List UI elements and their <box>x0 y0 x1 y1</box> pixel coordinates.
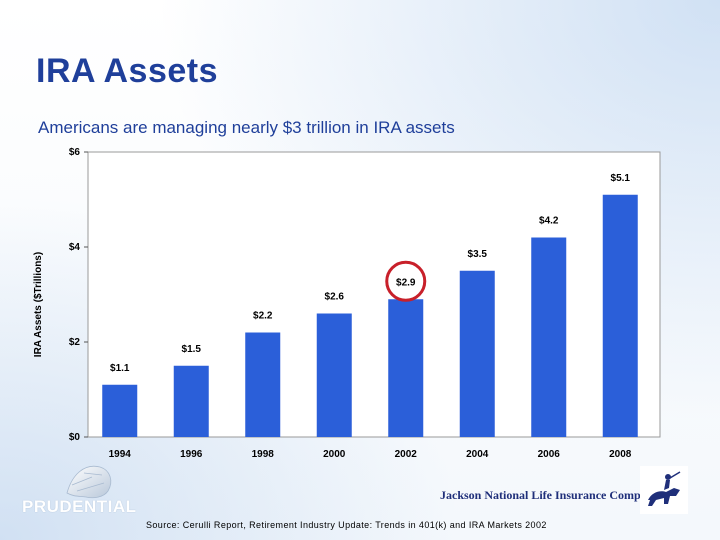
y-axis-label: IRA Assets ($Trillions) <box>33 252 44 357</box>
x-tick-label-1994: 1994 <box>109 449 132 460</box>
bar-2008 <box>602 194 638 437</box>
bar-1998 <box>245 332 281 437</box>
x-tick-label-2008: 2008 <box>609 449 632 460</box>
bar-2000 <box>316 313 352 437</box>
x-tick-label-2004: 2004 <box>466 449 489 460</box>
jackson-national-logo-text: Jackson National Life Insurance Company® <box>440 488 669 502</box>
y-tick-label: $2 <box>69 337 81 348</box>
prudential-rock-logo-icon <box>66 465 112 499</box>
highlight-ring <box>385 260 427 302</box>
y-tick-label: $4 <box>69 242 81 253</box>
x-tick-label-1998: 1998 <box>252 449 275 460</box>
bar-2002 <box>388 299 424 437</box>
bar-1996 <box>173 365 209 437</box>
data-label-2000: $2.6 <box>325 292 345 303</box>
data-label-1998: $2.2 <box>253 311 273 322</box>
x-tick-label-1996: 1996 <box>180 449 203 460</box>
bar-1994 <box>102 384 138 437</box>
x-tick-label-2002: 2002 <box>395 449 418 460</box>
x-tick-label-2000: 2000 <box>323 449 346 460</box>
bar-2004 <box>459 270 495 437</box>
data-label-2004: $3.5 <box>468 249 488 260</box>
prudential-logo-text: PRUDENTIAL <box>22 497 137 516</box>
y-tick-label: $0 <box>69 432 81 443</box>
bar-2006 <box>531 237 567 437</box>
source-citation: Source: Cerulli Report, Retirement Indus… <box>146 520 547 530</box>
minuteman-rider-logo-icon <box>640 466 688 514</box>
data-label-1996: $1.5 <box>182 344 202 355</box>
data-label-2002: $2.9 <box>396 277 416 288</box>
data-label-2006: $4.2 <box>539 216 559 227</box>
data-label-1994: $1.1 <box>110 363 130 374</box>
slide-title: IRA Assets <box>36 52 218 90</box>
x-tick-label-2006: 2006 <box>538 449 561 460</box>
y-tick-label: $6 <box>69 147 81 158</box>
data-label-2008: $5.1 <box>611 173 631 184</box>
slide-subtitle: Americans are managing nearly $3 trillio… <box>38 118 455 137</box>
